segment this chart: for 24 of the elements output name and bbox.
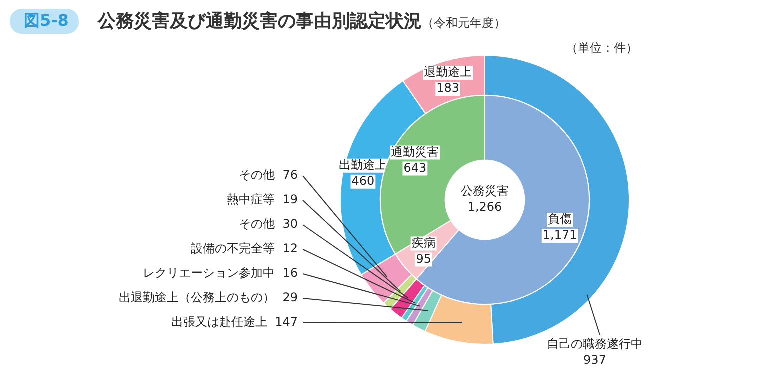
data-label: 937 xyxy=(584,353,606,368)
slice-label: 疾病 xyxy=(412,236,436,250)
caption: 図5-8 xyxy=(10,9,79,34)
slice-label: 出張又は赴任途上 147 xyxy=(171,315,298,330)
slice-label: 通勤災害 xyxy=(391,144,440,159)
slice-label: 熱中症等 19 xyxy=(227,192,298,207)
slice-label: 自己の職務遂行中 xyxy=(547,337,643,352)
text: （単位：件） xyxy=(566,40,638,57)
slice-label: レクリエーション参加中 16 xyxy=(143,266,298,280)
chart-subtitle: （令和元年度） xyxy=(422,16,506,30)
data-label: 460 xyxy=(352,174,375,188)
slice-label: 出勤途上 xyxy=(339,158,388,172)
slice-label: 退勤途上 xyxy=(424,65,472,80)
slice-label: 設備の不完全等 12 xyxy=(191,242,298,256)
data-label: 1,171 xyxy=(542,228,578,242)
slice-label: 出退勤途上（公務上のもの） 29 xyxy=(119,290,298,305)
data-label: 95 xyxy=(416,252,432,266)
slice-label: その他 30 xyxy=(239,217,298,232)
data-label: 183 xyxy=(436,81,460,96)
chart-title: 公務災害及び通勤災害の事由別認定状況 xyxy=(98,11,422,32)
slice-label: 負傷 xyxy=(548,212,572,226)
data-label: 643 xyxy=(404,160,427,175)
slice-label: その他 76 xyxy=(239,168,298,182)
text: 公務災害 1,266 xyxy=(461,184,509,214)
